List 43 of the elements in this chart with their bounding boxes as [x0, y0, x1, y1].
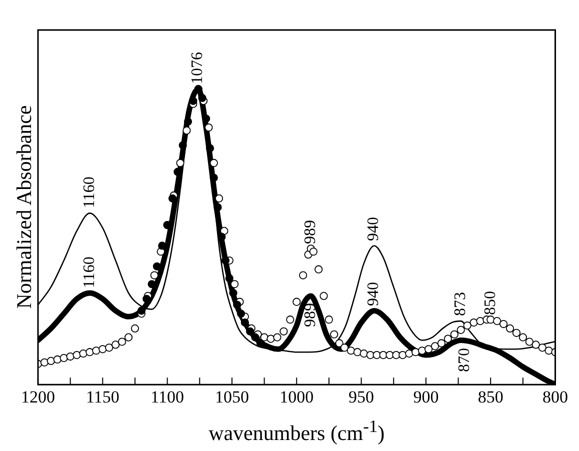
- annotation: 989: [302, 303, 320, 328]
- x-tick-label: 1150: [86, 387, 120, 406]
- point: [202, 114, 210, 123]
- point: [148, 280, 156, 288]
- point: [178, 141, 187, 150]
- x-tick-label: 1050: [214, 387, 249, 406]
- point: [225, 274, 234, 282]
- point: [206, 144, 214, 152]
- x-tick-label: 800: [542, 387, 568, 406]
- x-axis-title: wavenumbers (cm$^{-1}$): [208, 415, 386, 446]
- x-tick-label: 850: [478, 387, 504, 406]
- annotation: 989: [302, 220, 320, 244]
- point: [198, 94, 206, 102]
- point: [236, 310, 246, 318]
- x-tick-label: 1100: [150, 387, 184, 406]
- annotation: 850: [482, 290, 500, 315]
- point: [168, 194, 177, 202]
- point: [251, 333, 260, 342]
- point: [256, 339, 264, 348]
- point: [229, 288, 238, 298]
- point: [214, 203, 222, 212]
- y-axis-title: Normalized Absorbance: [11, 106, 37, 310]
- point: [233, 300, 242, 309]
- annotation: 940: [365, 216, 384, 241]
- point: [184, 118, 192, 126]
- annotation: 873: [452, 292, 470, 316]
- x-tick-label: 1200: [21, 387, 55, 406]
- point: [189, 96, 198, 105]
- annotation: 940: [365, 282, 384, 306]
- point: [142, 294, 151, 303]
- point: [137, 306, 146, 315]
- annotation: 1160: [80, 256, 99, 288]
- x-tick-label: 900: [413, 387, 439, 406]
- point: [246, 327, 254, 336]
- x-tick-label: 950: [348, 387, 374, 406]
- point: [210, 174, 218, 182]
- x-tick-label: 1000: [280, 387, 314, 406]
- annotation: 1076: [189, 52, 208, 84]
- point: [218, 232, 226, 241]
- point: [240, 318, 249, 327]
- annotation: 870: [456, 348, 474, 372]
- point: [158, 242, 166, 250]
- annotation: 1160: [80, 176, 99, 208]
